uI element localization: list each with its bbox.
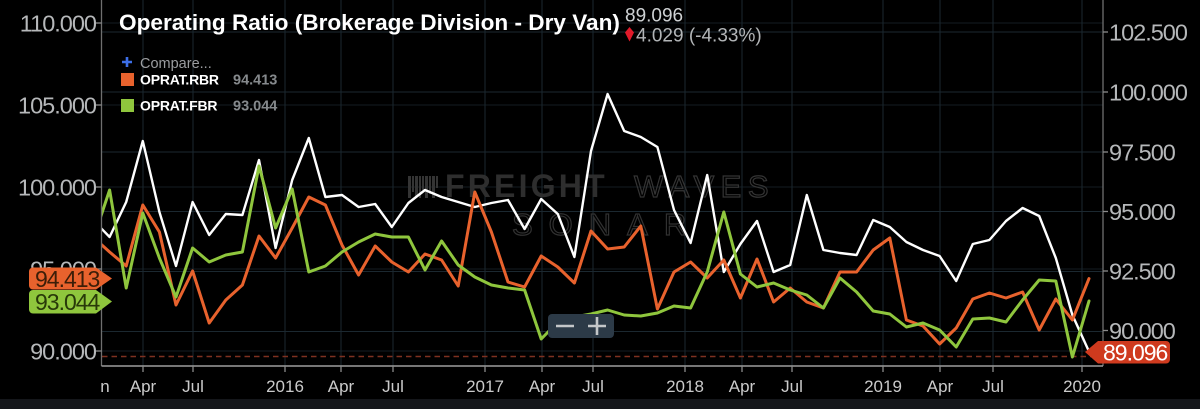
svg-text:97.500: 97.500: [1109, 140, 1176, 166]
svg-text:Apr: Apr: [927, 377, 954, 396]
svg-text:2017: 2017: [466, 377, 504, 396]
svg-text:2019: 2019: [864, 377, 902, 396]
svg-text:Operating Ratio (Brokerage Div: Operating Ratio (Brokerage Division - Dr…: [119, 10, 620, 35]
svg-text:n: n: [100, 377, 109, 396]
svg-text:93.044: 93.044: [35, 289, 101, 315]
svg-text:OPRAT.RBR: OPRAT.RBR: [140, 72, 219, 88]
svg-text:100.000: 100.000: [18, 175, 97, 201]
svg-text:89.096: 89.096: [1103, 340, 1168, 366]
svg-text:Apr: Apr: [529, 377, 556, 396]
svg-text:Apr: Apr: [130, 377, 157, 396]
svg-text:94.413: 94.413: [233, 73, 277, 89]
svg-text:OPRAT.FBR: OPRAT.FBR: [140, 98, 217, 114]
svg-text:92.500: 92.500: [1109, 259, 1176, 285]
svg-text:93.044: 93.044: [233, 99, 277, 115]
svg-text:89.096: 89.096: [625, 6, 683, 27]
svg-text:2018: 2018: [666, 377, 704, 396]
svg-text:Jul: Jul: [582, 377, 604, 396]
svg-text:102.500: 102.500: [1109, 20, 1188, 46]
svg-text:90.000: 90.000: [30, 339, 97, 365]
svg-text:Jul: Jul: [382, 377, 404, 396]
svg-text:95.000: 95.000: [1109, 199, 1176, 225]
svg-text:Jul: Jul: [781, 377, 803, 396]
svg-text:2020: 2020: [1063, 377, 1101, 396]
svg-text:Jul: Jul: [982, 377, 1004, 396]
svg-text:100.000: 100.000: [1109, 80, 1188, 106]
svg-text:2016: 2016: [266, 377, 304, 396]
svg-text:Jul: Jul: [182, 377, 204, 396]
svg-text:Compare...: Compare...: [140, 56, 212, 72]
svg-text:Apr: Apr: [328, 377, 355, 396]
svg-text:SONAR: SONAR: [512, 207, 702, 242]
svg-text:4.029 (-4.33%): 4.029 (-4.33%): [636, 26, 762, 47]
svg-text:94.413: 94.413: [35, 266, 100, 292]
svg-text:110.000: 110.000: [20, 11, 97, 37]
svg-text:90.000: 90.000: [1109, 318, 1176, 344]
svg-text:FREIGHT: FREIGHT: [445, 168, 608, 204]
svg-text:105.000: 105.000: [18, 93, 97, 119]
svg-text:Apr: Apr: [729, 377, 756, 396]
